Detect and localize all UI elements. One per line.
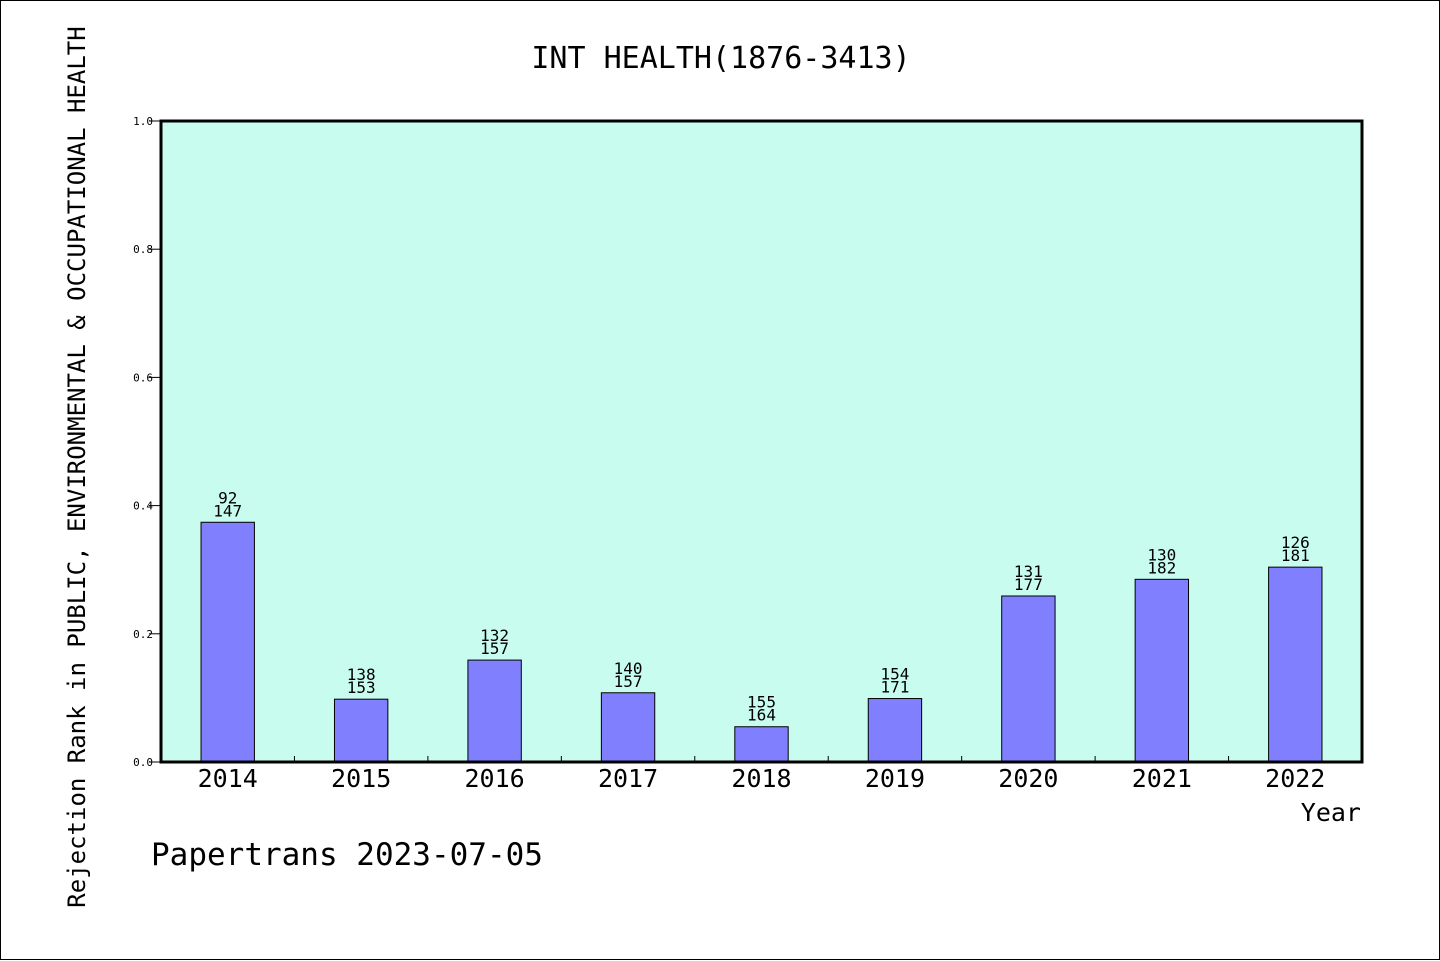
x-axis-label: Year bbox=[1301, 798, 1361, 827]
bar-total-label: 153 bbox=[347, 678, 376, 697]
bar-rank-label: 126 bbox=[1281, 533, 1310, 552]
x-tick-label: 2021 bbox=[1132, 764, 1192, 793]
bar-2019 bbox=[867, 698, 923, 763]
bar-2018 bbox=[734, 726, 789, 763]
bar-2015 bbox=[333, 698, 389, 763]
y-tick-label: 0.4 bbox=[133, 500, 153, 513]
bar-rank-label: 154 bbox=[880, 665, 909, 684]
footer-text: Papertrans 2023-07-05 bbox=[151, 837, 543, 873]
bar-total-label: 171 bbox=[880, 678, 909, 697]
plot-border bbox=[159, 119, 1364, 764]
bar-total-label: 177 bbox=[1014, 575, 1043, 594]
y-tick-label: 0.0 bbox=[133, 756, 153, 769]
bar-rank-label: 130 bbox=[1147, 545, 1176, 564]
y-axis-label: Rejection Rank in PUBLIC, ENVIRONMENTAL … bbox=[63, 26, 91, 907]
x-tick-label: 2022 bbox=[1265, 764, 1325, 793]
chart-title: INT HEALTH(1876-3413) bbox=[531, 41, 910, 76]
bar-rank-label: 132 bbox=[480, 626, 509, 645]
bar-rank-label: 92 bbox=[218, 488, 237, 507]
bar-2014 bbox=[200, 521, 255, 763]
bar-rank-label: 155 bbox=[747, 693, 776, 712]
bar-total-label: 147 bbox=[213, 501, 242, 520]
y-tick-label: 0.2 bbox=[133, 628, 153, 641]
bar-2020 bbox=[1001, 595, 1056, 763]
bar-rank-label: 138 bbox=[347, 665, 376, 684]
bar-total-label: 181 bbox=[1281, 546, 1310, 565]
x-tick-label: 2019 bbox=[865, 764, 925, 793]
y-tick-label: 0.8 bbox=[133, 243, 153, 256]
bar-2016 bbox=[467, 659, 522, 763]
y-tick-label: 1.0 bbox=[133, 115, 153, 128]
bar-2017 bbox=[600, 692, 656, 763]
x-tick-label: 2014 bbox=[198, 764, 258, 793]
bar-2022 bbox=[1268, 566, 1323, 763]
bar-total-label: 157 bbox=[480, 639, 509, 658]
bar-rank-label: 131 bbox=[1014, 562, 1043, 581]
x-tick-label: 2018 bbox=[731, 764, 791, 793]
x-tick-label: 2015 bbox=[331, 764, 391, 793]
bar-rank-label: 140 bbox=[614, 659, 643, 678]
bar-total-label: 157 bbox=[614, 672, 643, 691]
bar-total-label: 164 bbox=[747, 706, 776, 725]
x-tick-label: 2016 bbox=[465, 764, 525, 793]
x-tick-label: 2020 bbox=[998, 764, 1058, 793]
x-tick-label: 2017 bbox=[598, 764, 658, 793]
bar-total-label: 182 bbox=[1147, 558, 1176, 577]
y-tick-label: 0.6 bbox=[133, 371, 153, 384]
bar-2021 bbox=[1134, 578, 1190, 763]
